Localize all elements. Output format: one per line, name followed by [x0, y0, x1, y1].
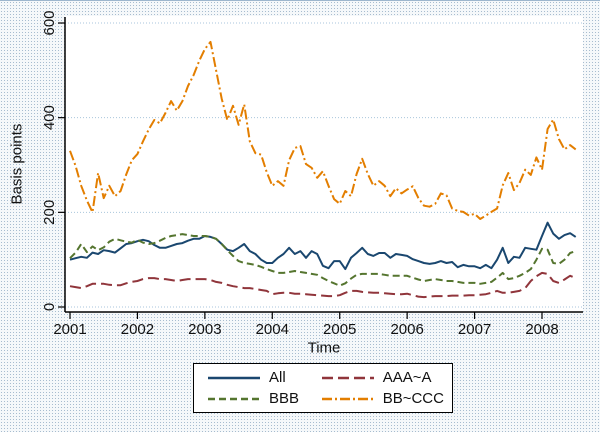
legend-label: BB~CCC [382, 389, 444, 407]
y-tick-label-0: 0 [41, 303, 58, 311]
x-tick-label-2002: 2002 [121, 321, 154, 338]
x-tick-label-2007: 2007 [458, 321, 491, 338]
y-tick-label-600: 600 [41, 10, 58, 35]
legend-label: All [269, 368, 286, 386]
x-tick-label-2006: 2006 [390, 321, 423, 338]
legend-line-swatch [208, 397, 260, 400]
legend-line-swatch [321, 376, 374, 379]
series-line-bb-ccc [69, 40, 577, 220]
x-tick-label-2003: 2003 [188, 321, 221, 338]
y-tick-label-200: 200 [41, 200, 58, 225]
x-tick-label-2004: 2004 [256, 321, 289, 338]
series-line-aaa-a [69, 271, 577, 299]
series-line-bbb [69, 233, 577, 287]
legend-item-all: All [208, 369, 306, 387]
legend-label: BBB [269, 389, 300, 407]
y-axis-title: Basis points [8, 123, 26, 205]
x-tick-label-2001: 2001 [53, 321, 86, 338]
x-tick-label-2005: 2005 [323, 321, 356, 338]
legend-line-swatch [208, 376, 260, 379]
chart-legend: All AAA~A BBB BB~CCC [193, 363, 453, 413]
x-axis-title: Time [307, 339, 341, 357]
legend-line-swatch [321, 397, 374, 400]
plot-area [65, 16, 583, 312]
legend-item-bbb: BBB [208, 390, 306, 408]
y-tick-label-400: 400 [41, 105, 58, 130]
x-tick-label-2008: 2008 [525, 321, 558, 338]
legend-item-aaa-a: AAA~A [321, 368, 444, 387]
legend-item-bb-ccc: BB~CCC [321, 389, 444, 408]
series-line-all [69, 221, 577, 271]
legend-label: AAA~A [382, 368, 432, 386]
